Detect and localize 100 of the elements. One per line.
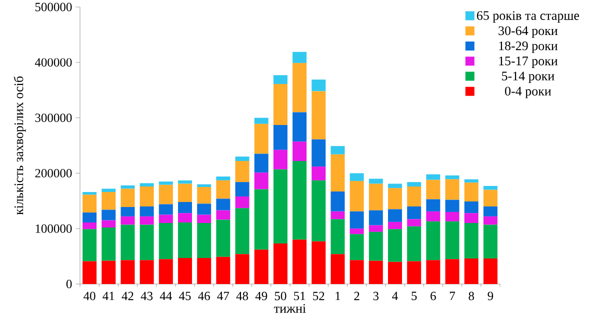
x-tick-label: 50 (274, 292, 286, 300)
bar (426, 199, 440, 212)
bar (350, 173, 364, 181)
bar (312, 180, 326, 242)
bar (407, 182, 422, 186)
bar (197, 214, 212, 224)
bar (82, 192, 97, 195)
bar (158, 214, 173, 224)
bar (273, 150, 288, 170)
y-axis-title: кількість захворілих осіб (14, 76, 26, 215)
bar (407, 226, 422, 262)
x-tick-label: 46 (198, 292, 210, 300)
bar (407, 219, 422, 226)
legend-label: 15-17 роки (499, 56, 558, 68)
bar (312, 91, 326, 140)
bar (140, 260, 154, 284)
bar (330, 219, 345, 254)
x-tick-label: 8 (468, 292, 474, 300)
bar (216, 176, 230, 180)
bar (292, 240, 307, 284)
bar (292, 142, 307, 162)
bar (178, 258, 192, 284)
bar (445, 259, 460, 284)
x-tick-label: 6 (430, 292, 436, 300)
bar (273, 84, 288, 126)
x-tick-label: 42 (122, 292, 134, 300)
bar (388, 262, 402, 284)
bar (216, 180, 230, 199)
bar (140, 206, 154, 216)
bar (426, 260, 440, 284)
bar (426, 180, 440, 200)
bar (158, 223, 173, 260)
bar (464, 258, 478, 284)
x-tick-label: 7 (450, 292, 456, 300)
bar (197, 223, 212, 258)
bar (330, 211, 345, 220)
bar (368, 178, 383, 184)
bar (312, 80, 326, 92)
bar (407, 261, 422, 284)
bar (464, 201, 478, 214)
bar (158, 184, 173, 204)
bar (350, 260, 364, 284)
bar (158, 204, 173, 215)
bar (235, 254, 250, 284)
bar (178, 202, 192, 214)
bar (273, 244, 288, 284)
bar (120, 216, 135, 225)
bar (120, 207, 135, 216)
bar (368, 210, 383, 226)
x-tick-label: 43 (140, 292, 153, 300)
bar (312, 139, 326, 167)
legend-label: 30-64 роки (498, 26, 558, 38)
bar (312, 241, 326, 284)
bar (82, 212, 97, 223)
bar (483, 206, 498, 216)
bar (178, 180, 192, 184)
bar (368, 184, 383, 210)
bar (254, 154, 268, 173)
legend-label: 5-14 роки (502, 72, 554, 84)
bar (388, 209, 402, 222)
bar (254, 189, 268, 250)
x-tick-label: 48 (236, 292, 248, 300)
y-tick-label: 300000 (35, 114, 72, 122)
bar (140, 216, 154, 225)
bar (120, 224, 135, 260)
bar (120, 185, 135, 189)
x-tick-label: 4 (392, 292, 398, 300)
bar (102, 260, 116, 284)
bar (464, 179, 478, 183)
bar (445, 175, 460, 180)
bar (464, 223, 478, 259)
x-axis-title: тижні (274, 304, 306, 313)
bar (102, 192, 116, 210)
bar (292, 62, 307, 112)
bar (216, 198, 230, 210)
x-tick-label: 44 (160, 292, 172, 300)
bar (158, 259, 173, 284)
bar (216, 220, 230, 257)
bar (216, 210, 230, 220)
bar (445, 212, 460, 222)
bar (82, 222, 97, 230)
bar (254, 250, 268, 284)
bar (445, 200, 460, 212)
bar (82, 229, 97, 262)
x-tick-label: 5 (412, 292, 417, 300)
bar (388, 184, 402, 188)
bar (102, 227, 116, 261)
bar (483, 216, 498, 225)
bar (388, 229, 402, 262)
bar (235, 156, 250, 162)
y-tick-label: 0 (66, 280, 72, 288)
x-tick-label: 1 (336, 292, 340, 300)
x-tick-label: 52 (313, 292, 324, 300)
bar (273, 125, 288, 150)
bar (178, 184, 192, 202)
legend-label: 0-4 роки (505, 86, 552, 98)
bar (464, 182, 478, 202)
bar (330, 191, 345, 212)
bar (178, 222, 192, 258)
bar (254, 124, 268, 154)
